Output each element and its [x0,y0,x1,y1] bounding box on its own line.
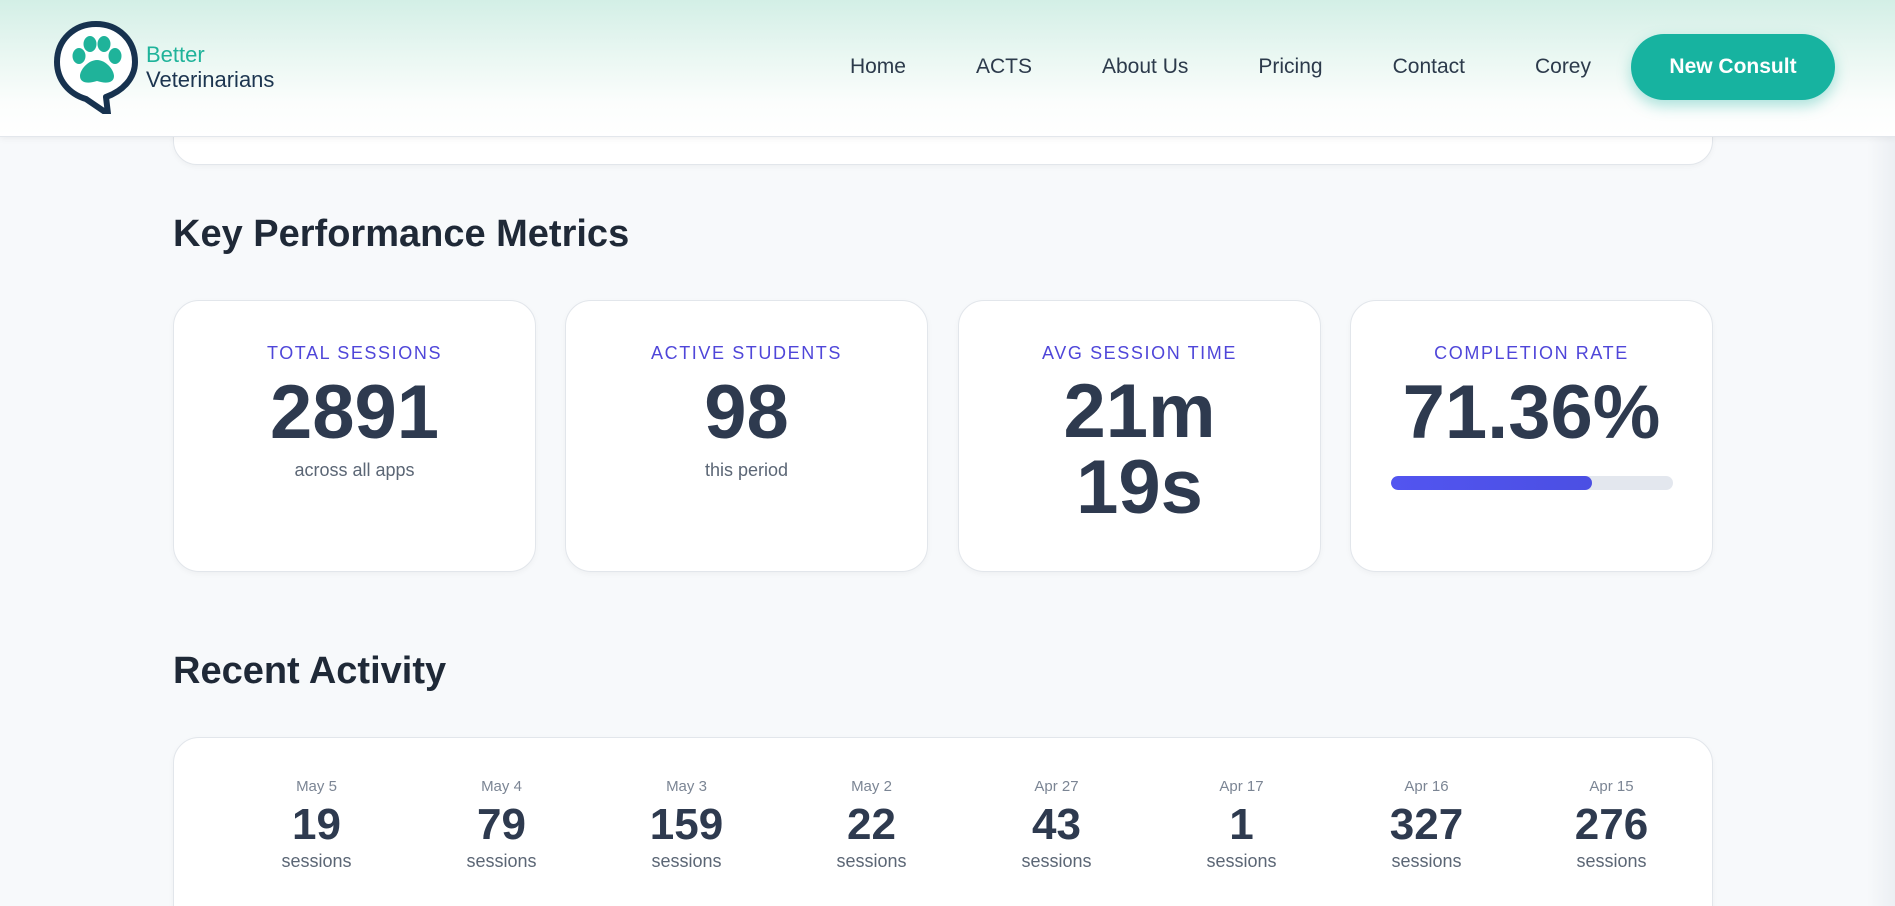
activity-day: May 4 79 sessions [409,778,594,872]
nav-about-us[interactable]: About Us [1102,55,1189,78]
kpi-card-completion-rate: COMPLETION RATE 71.36% [1350,300,1713,572]
activity-unit: sessions [1021,851,1092,871]
kpi-value: 71.36% [1402,370,1661,455]
nav-user-corey[interactable]: Corey [1534,55,1591,78]
site-header: Better Veterinarians Home ACTS About Us … [0,0,1895,137]
brand-name-line2: Veterinarians [146,67,275,92]
nav-acts[interactable]: ACTS [975,55,1032,78]
activity-date: May 3 [666,778,707,795]
kpi-card-active-students: ACTIVE STUDENTS 98 this period [565,300,928,572]
activity-unit: sessions [1206,851,1277,871]
activity-count: 19 [292,800,341,849]
nav-pricing[interactable]: Pricing [1258,55,1323,78]
activity-day: May 2 22 sessions [779,778,964,872]
nav-home[interactable]: Home [849,55,906,78]
kpi-card-total-sessions: TOTAL SESSIONS 2891 across all apps [173,300,536,572]
new-consult-button[interactable]: New Consult [1631,34,1835,100]
kpi-label: AVG SESSION TIME [1042,343,1237,363]
main-nav: Home ACTS About Us Pricing Contact Corey… [850,34,1835,100]
activity-day: Apr 16 327 sessions [1334,778,1519,872]
kpi-value-seconds: 19s [1076,445,1203,530]
activity-date: May 4 [481,778,522,795]
activity-day: May 3 159 sessions [594,778,779,872]
completion-progress-fill [1390,476,1592,490]
activity-count: 327 [1389,800,1464,849]
activity-unit: sessions [281,851,352,871]
kpi-value-minutes: 21m [1063,369,1216,454]
activity-unit: sessions [1576,851,1647,871]
brand-logo[interactable]: Better Veterinarians [52,18,274,114]
activity-date: Apr 17 [1219,778,1264,795]
activity-date: Apr 15 [1589,778,1634,795]
kpi-card-avg-session-time: AVG SESSION TIME 21m 19s [958,300,1321,572]
activity-day: May 5 19 sessions [224,778,409,872]
kpi-subtext: across all apps [294,460,415,480]
activity-day: Apr 27 43 sessions [964,778,1149,872]
kpi-label: TOTAL SESSIONS [266,343,443,363]
kpi-label: ACTIVE STUDENTS [650,343,843,363]
activity-date: May 2 [851,778,892,795]
activity-count: 43 [1032,800,1081,849]
kpi-label: COMPLETION RATE [1434,343,1629,363]
activity-count: 79 [477,800,526,849]
activity-day: Apr 17 1 sessions [1149,778,1334,872]
activity-row: May 5 19 sessions May 4 79 sessions May 3 159 se… [224,778,1704,872]
recent-activity-card: May 5 19 sessions May 4 79 sessions May 3 159 se… [173,737,1713,906]
activity-unit: sessions [651,851,722,871]
activity-unit: sessions [466,851,537,871]
kpi-value: 2891 [269,370,440,455]
kpi-subtext: this period [704,460,789,480]
completion-progress-bar [1390,476,1673,490]
activity-count: 159 [649,800,724,849]
activity-date: Apr 27 [1034,778,1079,795]
activity-count: 276 [1574,800,1649,849]
activity-unit: sessions [836,851,907,871]
activity-date: May 5 [296,778,337,795]
kpi-value: 21m 19s [959,374,1320,526]
paw-chat-bubble-icon [54,21,138,114]
activity-day: Apr 15 276 sessions [1519,778,1704,872]
kpi-value: 98 [704,370,789,455]
activity-count: 22 [847,800,896,849]
nav-contact[interactable]: Contact [1392,55,1465,78]
activity-count: 1 [1229,800,1254,849]
brand-name-line1: Better [146,42,205,67]
activity-date: Apr 16 [1404,778,1449,795]
activity-unit: sessions [1391,851,1462,871]
activity-section-title: Recent Activity [173,650,447,692]
scroll-edge-shade [1867,0,1895,906]
kpi-section-title: Key Performance Metrics [173,213,630,255]
